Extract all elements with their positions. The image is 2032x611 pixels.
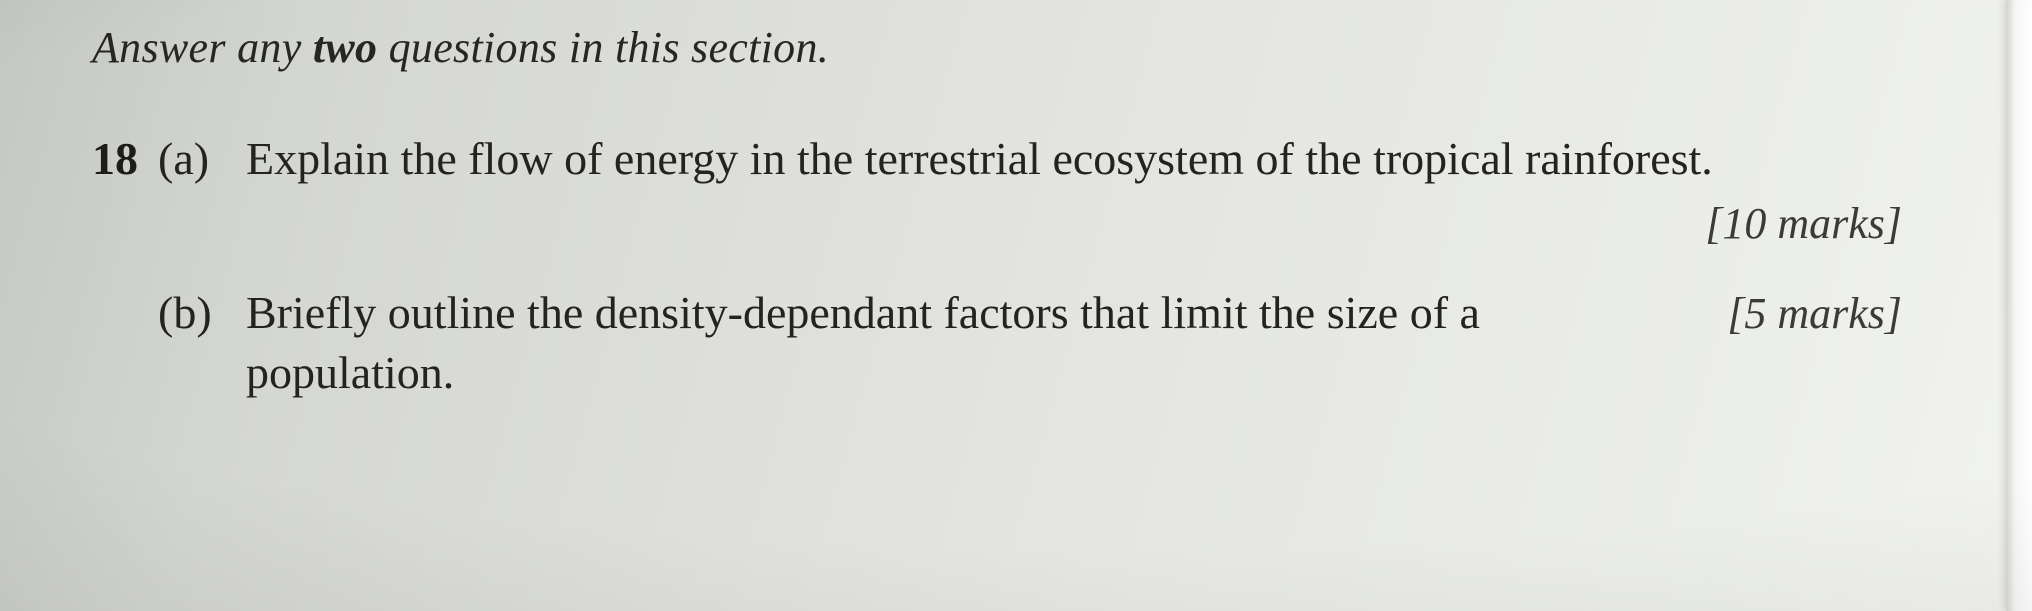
question-part-label-a: (a) (158, 132, 246, 185)
page-right-edge (2006, 0, 2032, 611)
question-18a-row: 18 (a) Explain the flow of energy in the… (92, 129, 1912, 190)
question-part-label-b: (b) (158, 286, 246, 339)
question-18b-text-wrap: Briefly outline the density-dependant fa… (246, 283, 1912, 404)
question-18a-marks: [10 marks] (92, 198, 1912, 249)
exam-page-content: Answer any two questions in this section… (0, 0, 2032, 611)
question-18b-marks: [5 marks] (1727, 285, 1912, 343)
section-instruction: Answer any two questions in this section… (92, 22, 1912, 73)
instruction-suffix: questions in this section. (377, 23, 829, 72)
question-number: 18 (92, 132, 158, 185)
question-18a-text: Explain the flow of energy in the terres… (246, 129, 1912, 190)
instruction-prefix: Answer any (92, 23, 313, 72)
question-18b-text: Briefly outline the density-dependant fa… (246, 283, 1699, 404)
question-18b-row: (b) Briefly outline the density-dependan… (158, 283, 1912, 404)
instruction-emph: two (313, 23, 377, 72)
